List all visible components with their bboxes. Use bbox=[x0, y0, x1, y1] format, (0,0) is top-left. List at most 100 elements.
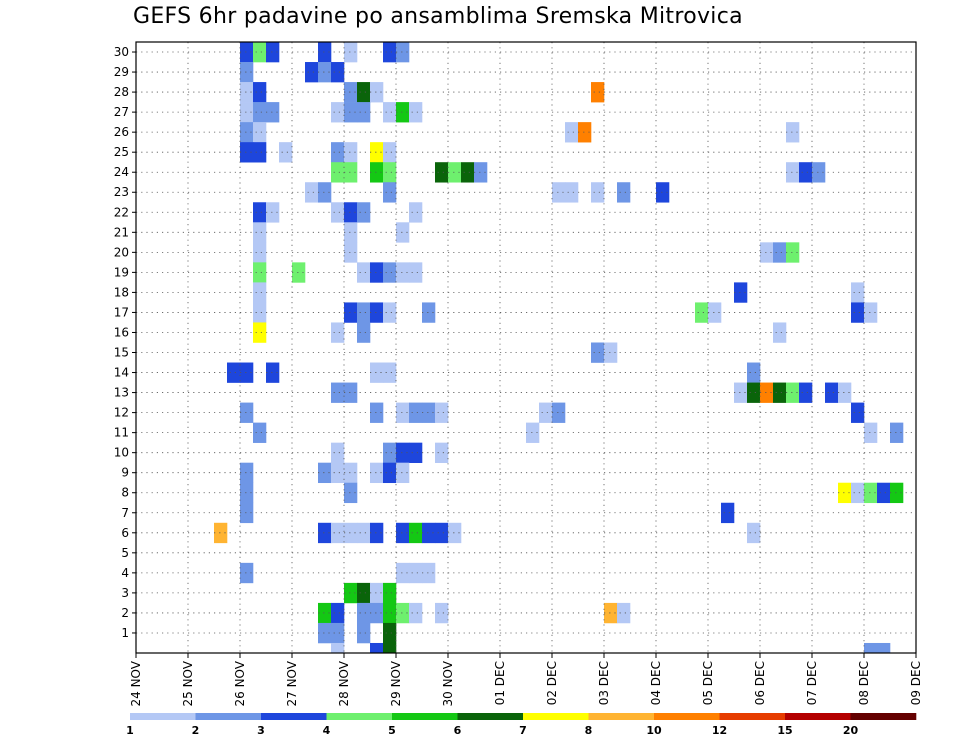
precip-cell bbox=[409, 102, 423, 123]
precip-cell bbox=[383, 362, 397, 383]
y-tick-label: 24 bbox=[114, 165, 129, 179]
precip-cell bbox=[396, 402, 410, 423]
precip-cell bbox=[383, 102, 397, 123]
precip-cell bbox=[396, 522, 410, 544]
precip-cell bbox=[435, 442, 449, 463]
precip-cell bbox=[760, 242, 774, 263]
precip-cell bbox=[331, 602, 345, 624]
precip-cell bbox=[357, 522, 371, 544]
precip-cell bbox=[396, 42, 410, 63]
precip-cell bbox=[370, 262, 384, 283]
legend-label: 10 bbox=[646, 724, 662, 737]
legend-swatch bbox=[850, 713, 917, 720]
x-tick-label: 01 DEC bbox=[493, 661, 507, 705]
precip-cell bbox=[266, 202, 280, 223]
y-tick-label: 8 bbox=[121, 486, 129, 500]
precip-cell bbox=[851, 282, 865, 303]
y-tick-label: 16 bbox=[114, 325, 129, 339]
precip-cell bbox=[422, 562, 436, 584]
precip-cell bbox=[591, 82, 605, 103]
chart-title: GEFS 6hr padavine po ansamblima Sremska … bbox=[133, 4, 743, 29]
precip-cell bbox=[851, 302, 865, 323]
precip-cell bbox=[864, 422, 878, 443]
precip-cell bbox=[656, 182, 670, 203]
precip-cell bbox=[344, 302, 358, 323]
legend-swatch bbox=[326, 713, 393, 720]
precip-cell bbox=[825, 382, 839, 403]
legend-label: 2 bbox=[192, 724, 200, 737]
precip-cell bbox=[370, 582, 384, 604]
precip-cell bbox=[799, 382, 813, 403]
plot-frame bbox=[135, 41, 917, 654]
legend-label: 15 bbox=[777, 724, 792, 737]
precip-cell bbox=[331, 162, 345, 183]
precip-cell bbox=[370, 462, 384, 484]
legend-label: 12 bbox=[712, 724, 727, 737]
y-tick-label: 29 bbox=[114, 65, 129, 79]
precip-cell bbox=[773, 242, 787, 263]
legend-swatch bbox=[261, 713, 327, 720]
precip-cell bbox=[253, 302, 267, 323]
y-tick-label: 25 bbox=[114, 145, 129, 159]
precip-cell bbox=[357, 602, 371, 624]
precip-cell bbox=[240, 82, 254, 103]
y-tick-label: 19 bbox=[114, 265, 129, 279]
precip-cell bbox=[318, 42, 332, 63]
precip-cell bbox=[396, 602, 410, 624]
x-tick-label: 07 DEC bbox=[805, 661, 819, 705]
y-tick-label: 17 bbox=[114, 305, 129, 319]
precip-cell bbox=[344, 222, 358, 243]
precip-cell bbox=[240, 102, 254, 123]
precip-cell bbox=[396, 222, 410, 243]
precip-cell bbox=[370, 82, 384, 103]
legend-swatch bbox=[195, 713, 262, 720]
precip-cell bbox=[318, 182, 332, 203]
precip-cell bbox=[409, 602, 423, 624]
precip-cell bbox=[409, 442, 423, 463]
precip-cell bbox=[409, 562, 423, 584]
precip-cell bbox=[435, 402, 449, 423]
precip-cell bbox=[344, 382, 358, 403]
y-axis: 1234567891011121314151617181920212223242… bbox=[114, 45, 136, 640]
precip-cell bbox=[877, 642, 891, 654]
precip-cell bbox=[331, 522, 345, 544]
y-tick-label: 10 bbox=[114, 446, 129, 460]
y-tick-label: 15 bbox=[114, 346, 129, 360]
precip-cell bbox=[383, 642, 397, 654]
cells-layer bbox=[214, 42, 904, 654]
legend-swatch bbox=[654, 713, 720, 720]
precip-cell bbox=[253, 222, 267, 243]
precip-cell bbox=[422, 302, 436, 323]
precip-cell bbox=[422, 522, 436, 544]
precip-cell bbox=[357, 582, 371, 604]
x-tick-label: 28 NOV bbox=[337, 660, 351, 706]
precip-cell bbox=[214, 522, 228, 544]
x-axis: 24 NOV 25 NOV 26 NOV 27 NOV 28 NOV 29 NOV 30 N… bbox=[129, 653, 923, 707]
y-tick-label: 28 bbox=[114, 85, 129, 99]
x-tick-label: 09 DEC bbox=[909, 661, 923, 705]
precip-cell bbox=[409, 262, 423, 283]
precip-cell bbox=[838, 382, 852, 403]
precip-cell bbox=[721, 502, 735, 524]
precip-cell bbox=[799, 162, 813, 183]
precip-cell bbox=[864, 482, 878, 504]
precip-cell bbox=[240, 142, 254, 163]
precip-cell bbox=[240, 42, 254, 63]
y-tick-label: 13 bbox=[114, 386, 129, 400]
y-tick-label: 4 bbox=[121, 566, 129, 580]
precip-cell bbox=[383, 182, 397, 203]
precip-cell bbox=[331, 642, 345, 654]
legend-swatch bbox=[130, 713, 196, 720]
precip-cell bbox=[370, 402, 384, 423]
precip-cell bbox=[240, 562, 254, 584]
y-tick-label: 11 bbox=[114, 426, 129, 440]
legend-swatch bbox=[588, 713, 655, 720]
precip-cell bbox=[383, 622, 397, 644]
precip-cell bbox=[240, 402, 254, 423]
precip-cell bbox=[890, 422, 904, 443]
precip-cell bbox=[435, 522, 449, 544]
precip-cell bbox=[240, 362, 254, 383]
precip-cell bbox=[344, 522, 358, 544]
precip-cell bbox=[370, 602, 384, 624]
precip-cell bbox=[734, 382, 748, 403]
